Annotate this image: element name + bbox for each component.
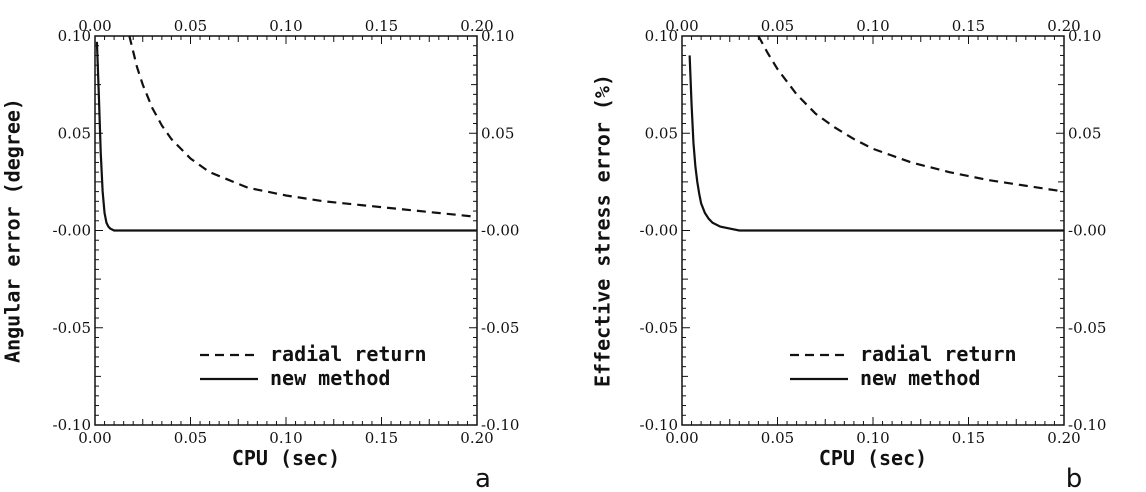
y-tick-label-right: -0.10 — [481, 416, 519, 434]
y-tick-label-left: 0.10 — [58, 27, 91, 45]
x-tick-label-top: 0.05 — [761, 17, 794, 35]
chart-panel-b: 0.00 0.00 0.05 0.05 0.10 0.10 0.15 0.15 0.20 0.20… — [591, 17, 1107, 492]
y-axis-title: Effective stress error (%) — [591, 74, 615, 387]
y-tick-label-left: 0.05 — [645, 124, 678, 142]
legend-label: radial return — [860, 342, 1017, 366]
x-tick-label-bottom: 0.10 — [856, 429, 889, 447]
y-tick-label-left: -0.00 — [640, 222, 678, 240]
y-tick-label-left: -0.10 — [53, 416, 91, 434]
y-tick-label-left: 0.05 — [58, 124, 91, 142]
y-tick-label-right: -0.00 — [481, 222, 519, 240]
x-tick-label-bottom: 0.15 — [952, 429, 985, 447]
y-tick-label-right: 0.05 — [1068, 124, 1101, 142]
x-tick-label-top: 0.00 — [665, 17, 698, 35]
x-tick-label-bottom: 0.20 — [460, 429, 493, 447]
x-tick-label-top: 0.15 — [365, 17, 398, 35]
x-tick-label-bottom: 0.05 — [761, 429, 794, 447]
y-tick-label-right: -0.10 — [1068, 416, 1106, 434]
x-tick-label-bottom: 0.10 — [269, 429, 302, 447]
x-tick-label-bottom: 0.15 — [365, 429, 398, 447]
x-tick-label-bottom: 0.00 — [665, 429, 698, 447]
x-tick-label-top: 0.15 — [952, 17, 985, 35]
series-line-new-method — [688, 55, 1064, 232]
y-tick-label-right: -0.00 — [1068, 222, 1106, 240]
x-tick-label-bottom: 0.00 — [78, 429, 111, 447]
legend-label: radial return — [270, 342, 427, 366]
x-tick-label-top: 0.00 — [78, 17, 111, 35]
y-tick-label-left: -0.00 — [53, 222, 91, 240]
x-tick-label-top: 0.20 — [1047, 17, 1080, 35]
x-axis-title: CPU (sec) — [232, 446, 340, 470]
tick-marks — [94, 35, 478, 426]
y-axis-title: Angular error (degree) — [1, 98, 25, 363]
series-line-radial-return — [128, 36, 477, 218]
x-tick-label-top: 0.05 — [174, 17, 207, 35]
x-tick-label-top: 0.10 — [856, 17, 889, 35]
x-tick-label-top: 0.10 — [269, 17, 302, 35]
chart-panel-a: 0.00 0.00 0.05 0.05 0.10 0.10 0.15 0.15 0.20 0.20… — [1, 17, 520, 492]
y-tick-label-left: -0.10 — [640, 416, 678, 434]
panel-label: b — [1066, 464, 1083, 492]
x-tick-label-bottom: 0.20 — [1047, 429, 1080, 447]
x-tick-label-top: 0.20 — [460, 17, 493, 35]
legend-label: new method — [270, 366, 390, 390]
y-tick-label-right: 0.10 — [481, 27, 514, 45]
tick-marks — [681, 35, 1065, 426]
y-tick-label-right: -0.05 — [1068, 319, 1106, 337]
series-line-new-method — [95, 41, 477, 232]
x-tick-label-bottom: 0.05 — [174, 429, 207, 447]
panel-label: a — [475, 464, 491, 492]
legend-label: new method — [860, 366, 980, 390]
y-tick-label-left: 0.10 — [645, 27, 678, 45]
series-line-radial-return — [757, 36, 1064, 193]
y-tick-label-right: -0.05 — [481, 319, 519, 337]
y-tick-label-left: -0.05 — [640, 319, 678, 337]
y-tick-label-right: 0.05 — [481, 124, 514, 142]
y-tick-label-left: -0.05 — [53, 319, 91, 337]
y-tick-label-right: 0.10 — [1068, 27, 1101, 45]
x-axis-title: CPU (sec) — [819, 446, 927, 470]
